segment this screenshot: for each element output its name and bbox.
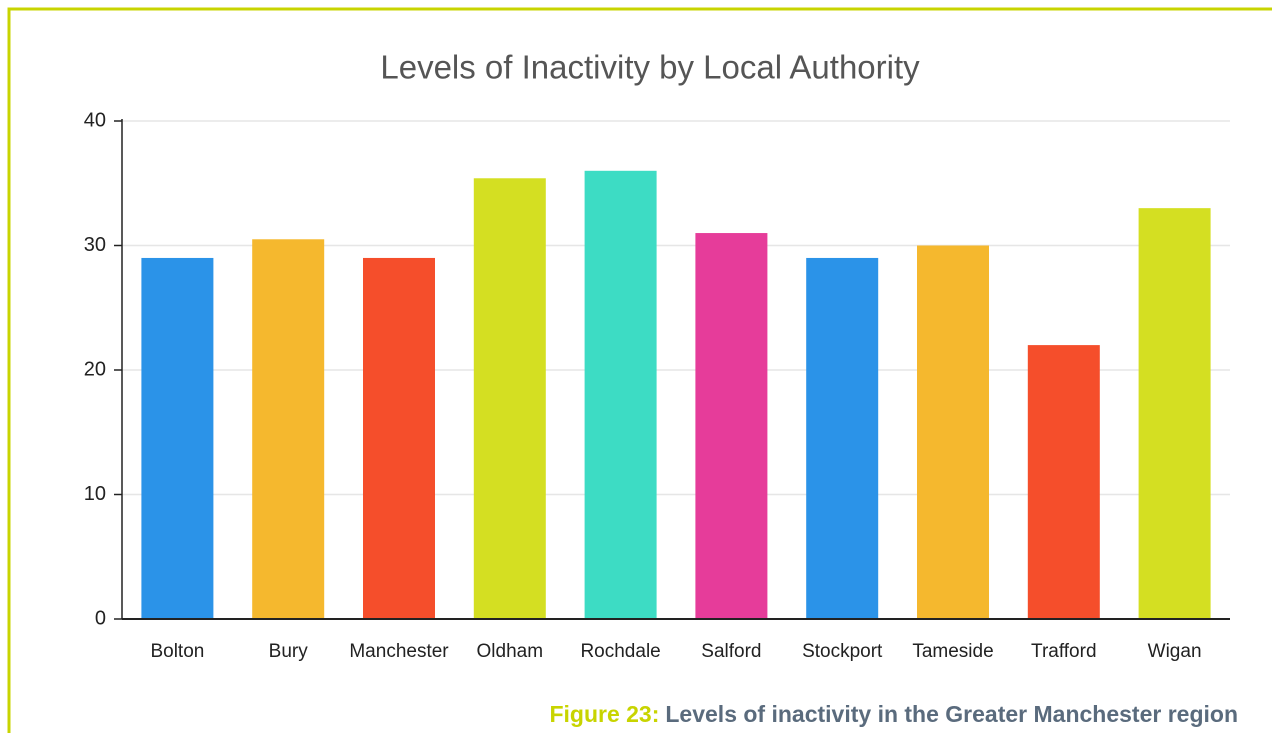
x-tick-label: Trafford xyxy=(1031,641,1096,662)
bar xyxy=(141,257,214,619)
bar xyxy=(363,257,435,619)
x-tick-label: Salford xyxy=(701,641,761,662)
bar xyxy=(584,170,657,620)
bar xyxy=(1138,208,1211,619)
caption-text: Levels of inactivity in the Greater Manc… xyxy=(665,701,1238,727)
x-tick-label: Bolton xyxy=(150,641,204,662)
caption: Figure 23: Levels of inactivity in the Gr… xyxy=(549,701,1238,727)
caption-label: Figure 23: xyxy=(549,701,659,727)
frame-border xyxy=(7,7,1272,733)
x-tick-label: Stockport xyxy=(802,641,883,662)
x-tick-label: Bury xyxy=(269,641,309,662)
bar xyxy=(473,178,546,619)
x-tick-label: Tameside xyxy=(912,641,993,662)
bar xyxy=(1027,345,1100,619)
y-tick-label: 0 xyxy=(95,607,106,629)
bar xyxy=(806,257,879,619)
y-tick-label: 40 xyxy=(84,109,106,131)
x-tick-label: Rochdale xyxy=(580,641,660,662)
y-tick-label: 30 xyxy=(84,234,106,256)
x-tick-label: Oldham xyxy=(477,641,544,662)
bar xyxy=(695,233,768,620)
y-tick-label: 20 xyxy=(84,358,106,380)
bar xyxy=(917,245,989,619)
chart-title: Levels of Inactivity by Local Authority xyxy=(380,49,920,86)
bar xyxy=(252,239,325,619)
y-tick-label: 10 xyxy=(84,483,106,505)
x-tick-label: Wigan xyxy=(1148,641,1202,662)
x-tick-label: Manchester xyxy=(349,641,449,662)
